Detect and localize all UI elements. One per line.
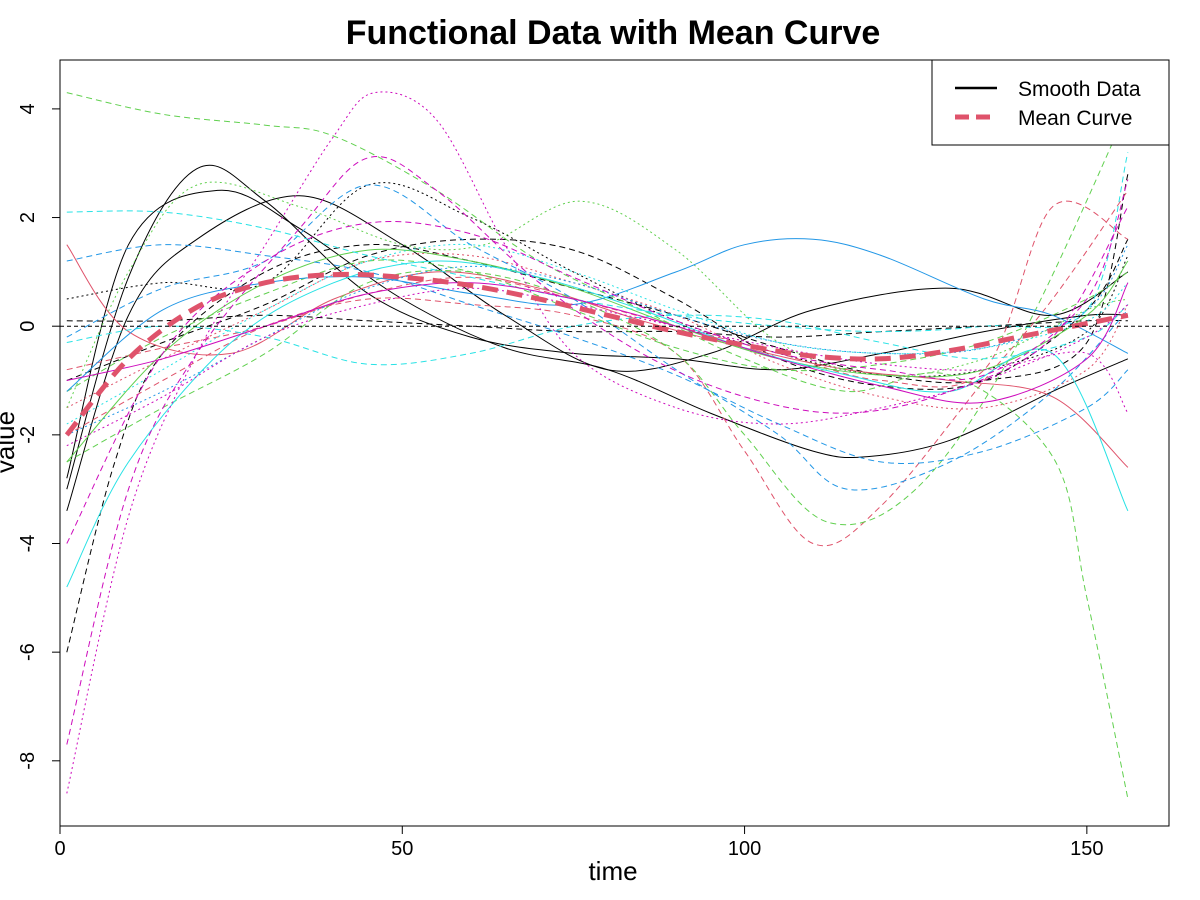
- plot-area: [64, 91, 1129, 799]
- legend-box: [931, 59, 1170, 146]
- smooth-data-curve-19: [66, 244, 1129, 464]
- smooth-data-curve-21: [66, 152, 1129, 333]
- y-tick-label: -8: [17, 752, 39, 770]
- curve-layer: [66, 91, 1129, 799]
- x-tick-label: 100: [728, 838, 761, 860]
- smooth-data-curve-11: [66, 252, 1129, 410]
- x-tick-label: 0: [54, 838, 65, 860]
- smooth-data-curve-3: [66, 195, 1129, 512]
- legend: Smooth Data Mean Curve: [931, 59, 1170, 146]
- y-axis-label: value: [0, 411, 20, 473]
- chart-title: Functional Data with Mean Curve: [346, 14, 881, 52]
- smooth-data-curve-29: [66, 282, 1129, 404]
- y-tick-label: 2: [17, 212, 39, 223]
- smooth-data-curve-24: [66, 243, 1129, 425]
- mean-curve-layer: [64, 271, 1129, 437]
- smooth-data-curve-7: [66, 238, 1129, 390]
- smooth-data-curve-1: [66, 164, 1128, 490]
- smooth-data-curve-28: [66, 287, 1129, 447]
- x-axis-label: time: [588, 856, 637, 886]
- y-tick-label: -6: [17, 643, 39, 661]
- smooth-data-curve-23: [66, 304, 1129, 366]
- smooth-data-curve-16: [66, 248, 1129, 463]
- smooth-data-curve-13: [66, 108, 1129, 526]
- smooth-data-curve-17: [66, 238, 1129, 392]
- x-tick-label: 50: [391, 838, 413, 860]
- smooth-data-curve-27: [66, 179, 1129, 544]
- smooth-data-curve-8: [66, 244, 1129, 468]
- y-axis: -8 -6 -4 -2 0 2 4: [17, 103, 60, 770]
- y-tick-label: -4: [17, 535, 39, 553]
- legend-label-mean-curve: Mean Curve: [1018, 107, 1132, 130]
- y-tick-label: 4: [17, 103, 39, 114]
- smooth-data-curve-26: [66, 156, 1129, 745]
- y-tick-label: -2: [17, 426, 39, 444]
- smooth-data-curve-6: [66, 314, 1128, 338]
- mean-curve: [64, 271, 1129, 437]
- legend-label-smooth-data: Smooth Data: [1018, 78, 1141, 101]
- x-axis: 0 50 100 150: [54, 826, 1104, 860]
- smooth-data-curve-14: [66, 181, 1129, 408]
- y-tick-label: 0: [17, 321, 39, 332]
- smooth-data-curve-2: [66, 189, 1129, 479]
- x-tick-label: 150: [1070, 838, 1103, 860]
- smooth-data-curve-22: [66, 260, 1129, 588]
- smooth-data-curve-25: [66, 91, 1129, 794]
- plot-frame: [59, 59, 1170, 827]
